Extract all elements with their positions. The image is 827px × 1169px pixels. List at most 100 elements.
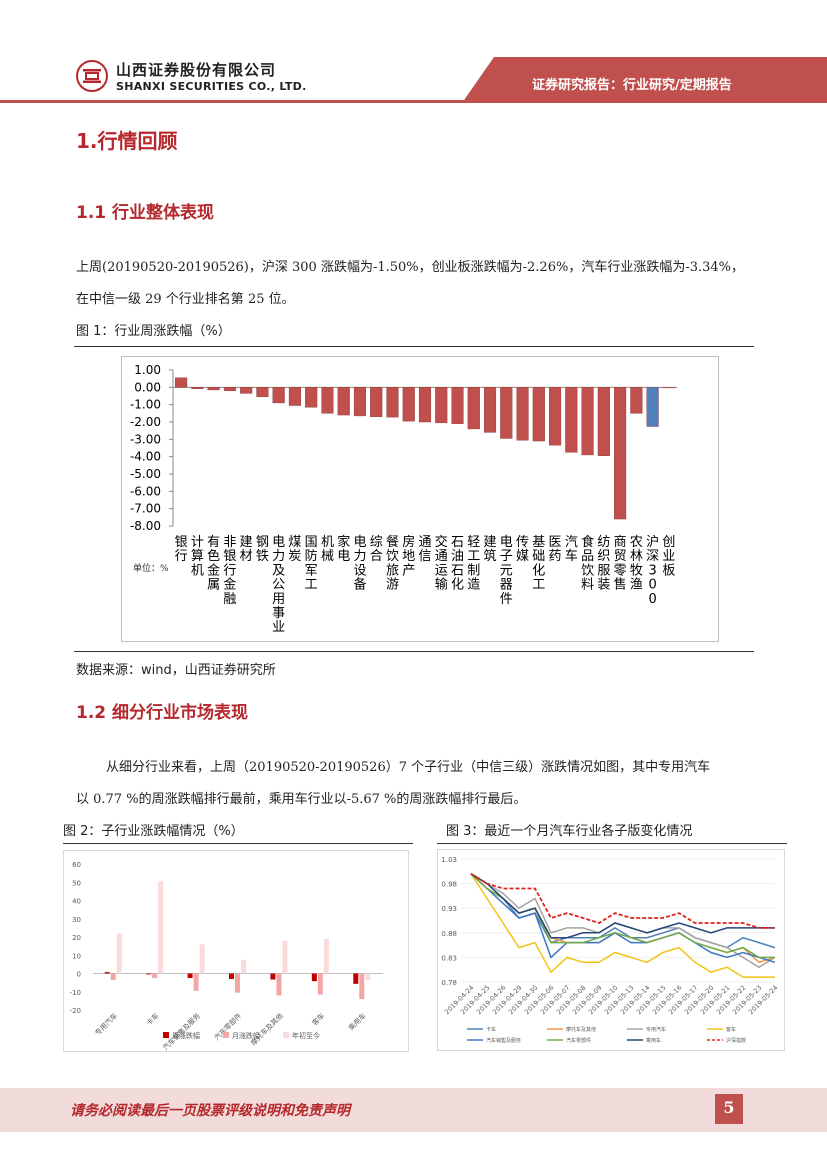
figure-2-y-tick: 20 xyxy=(72,934,81,942)
figure-1-x-label-char: 融 xyxy=(223,592,236,607)
figure-1-x-label-char: 力 xyxy=(272,549,285,564)
figure-1-y-tick: -4.00 xyxy=(130,450,161,464)
figure-3-legend-label: 乘用车 xyxy=(646,1037,661,1044)
figure-1-x-label-char: 非 xyxy=(223,535,236,550)
figure-3-y-tick: 0.93 xyxy=(441,905,457,913)
section-1-1-title: 1.1 行业整体表现 xyxy=(76,203,215,223)
figure-1-x-label-char: 零 xyxy=(614,563,627,578)
figure-1-x-label-char: 件 xyxy=(500,592,513,607)
figure-3-frame xyxy=(437,849,785,1051)
figure-1-x-label-char: 食 xyxy=(581,534,594,550)
figure-1-x-label-char: 计 xyxy=(191,535,204,550)
figure-2-bar xyxy=(241,959,246,974)
figure-1-bar xyxy=(288,387,301,406)
figure-1-bar xyxy=(451,387,464,424)
figure-2-bar xyxy=(359,973,365,1000)
section-1-2-paragraph-line1: 从细分行业来看，上周（20190520-20190526）7 个子行业（中信三级… xyxy=(106,760,711,775)
company-name-cn: 山西证券股份有限公司 xyxy=(116,61,277,79)
figure-1-x-label-char: 综 xyxy=(370,535,383,550)
section-1-1-paragraph-line2: 在中信一级 29 个行业排名第 25 位。 xyxy=(76,292,295,307)
figure-2-bar xyxy=(282,940,288,974)
figure-3-legend-label: 摩托车及其他 xyxy=(566,1026,596,1033)
figure-2-y-tick: -10 xyxy=(70,989,81,997)
figure-1-bar xyxy=(646,387,659,427)
footer-disclaimer: 请务必阅读最后一页股票评级说明和免责声明 xyxy=(70,1103,350,1119)
figure-1-x-label-char: 牧 xyxy=(630,563,643,578)
figure-1-bar xyxy=(467,387,480,430)
figure-1-x-label: 综合 xyxy=(370,535,383,564)
figure-1-x-label-char: 合 xyxy=(370,549,383,564)
figure-2-y-tick: 10 xyxy=(72,952,81,960)
figure-2-bar xyxy=(110,973,116,980)
figure-1-bar xyxy=(662,387,675,389)
figure-2-legend-label: 月涨跌幅 xyxy=(232,1031,260,1040)
figure-2-bar xyxy=(152,973,158,979)
figure-1-x-label-char: 算 xyxy=(191,549,204,564)
figure-1-x-label-char: 媒 xyxy=(516,549,529,564)
figure-1-x-label-char: 事 xyxy=(272,606,285,621)
figure-1-x-label-char: 军 xyxy=(305,563,318,578)
figure-1-x-label-char: 工 xyxy=(532,578,545,593)
figure-1-x-label-char: 器 xyxy=(500,578,513,593)
figure-1-x-label-char: 服 xyxy=(597,563,610,578)
figure-2-bar xyxy=(146,973,152,975)
figure-1-x-label-char: 料 xyxy=(581,578,594,593)
figure-1-x-label-char: 金 xyxy=(207,562,220,578)
figure-1-y-tick: -6.00 xyxy=(130,484,161,498)
figure-1-x-label-char: 电 xyxy=(337,549,350,564)
figure-1-x-label-char: 有 xyxy=(207,535,220,550)
footer-band xyxy=(0,1088,827,1132)
figure-1-x-label: 煤炭 xyxy=(288,535,301,564)
figure-1-x-label-char: 钢 xyxy=(256,535,269,550)
figure-1-bar xyxy=(516,387,529,441)
figure-1-x-label-char: 贸 xyxy=(614,549,627,564)
figure-2-y-tick: 60 xyxy=(72,861,81,869)
figure-1-x-label: 建筑 xyxy=(484,535,497,564)
figure-1-x-label-char: 银 xyxy=(223,549,236,564)
figure-3-series-line xyxy=(470,873,775,978)
figure-1-x-label-char: 银 xyxy=(175,535,188,550)
figure-1-x-label-char: 品 xyxy=(581,549,594,564)
figure-1-x-label-char: 煤 xyxy=(288,535,301,550)
figure-1-x-label-char: 车 xyxy=(565,548,578,564)
figure-1-y-tick: -1.00 xyxy=(130,398,161,412)
figure-1-x-label-char: 创 xyxy=(662,535,675,550)
figure-1-bar xyxy=(483,387,497,433)
figure-1-bar xyxy=(272,387,285,404)
figure-1-y-tick: -3.00 xyxy=(130,432,161,446)
figure-1-x-label-char: 子 xyxy=(500,549,513,564)
figure-1-bar xyxy=(565,387,578,453)
figure-1-bar xyxy=(630,387,643,414)
figure-1-x-label-char: 国 xyxy=(305,535,318,550)
figure-2-bar xyxy=(365,973,371,980)
figure-3-series-line xyxy=(470,873,775,939)
figure-1-x-label: 汽车 xyxy=(565,535,578,564)
figure-2-bar xyxy=(199,944,205,974)
figure-2-legend-label: 年初至今 xyxy=(292,1031,320,1040)
figure-1-x-label-char: 设 xyxy=(353,563,366,578)
figure-1-x-label: 建材 xyxy=(240,535,253,564)
figure-3-legend-label: 客车 xyxy=(726,1026,736,1033)
figure-1-bar xyxy=(191,387,204,389)
figure-1-x-label: 传媒 xyxy=(516,535,529,564)
figure-1-y-tick: -2.00 xyxy=(130,415,161,429)
figure-1-x-label-char: 机 xyxy=(191,563,204,578)
page-number-box xyxy=(715,1094,743,1124)
figure-1-chart: 1.00 0.00 -1.00 -2.00 -3.00 -4.00 -5.00 -6.00 -7… xyxy=(121,356,719,642)
figure-1-x-label-char: 通 xyxy=(435,549,448,564)
figure-1-x-label-char: 业 xyxy=(662,549,675,564)
figure-1-x-label-char: 房 xyxy=(402,534,415,550)
figure-3-series-line xyxy=(470,873,775,929)
figure-1-x-label: 钢铁 xyxy=(256,535,269,564)
figure-3-y-tick: 0.98 xyxy=(441,881,457,889)
figure-3-legend-label: 汽车零部件 xyxy=(566,1037,591,1044)
figure-1-x-label-char: 饮 xyxy=(581,563,594,578)
figure-1-x-label-char: 3 xyxy=(648,563,656,578)
figure-1-x-label-char: 游 xyxy=(386,578,399,593)
figure-1-x-label-char: 运 xyxy=(435,563,448,578)
section-1-2-paragraph-line2: 以 0.77 %的周涨跌幅排行最前，乘用车行业以-5.67 %的周涨跌幅排行最后… xyxy=(76,792,527,807)
figure-3-legend-label: 专用汽车 xyxy=(646,1026,666,1033)
